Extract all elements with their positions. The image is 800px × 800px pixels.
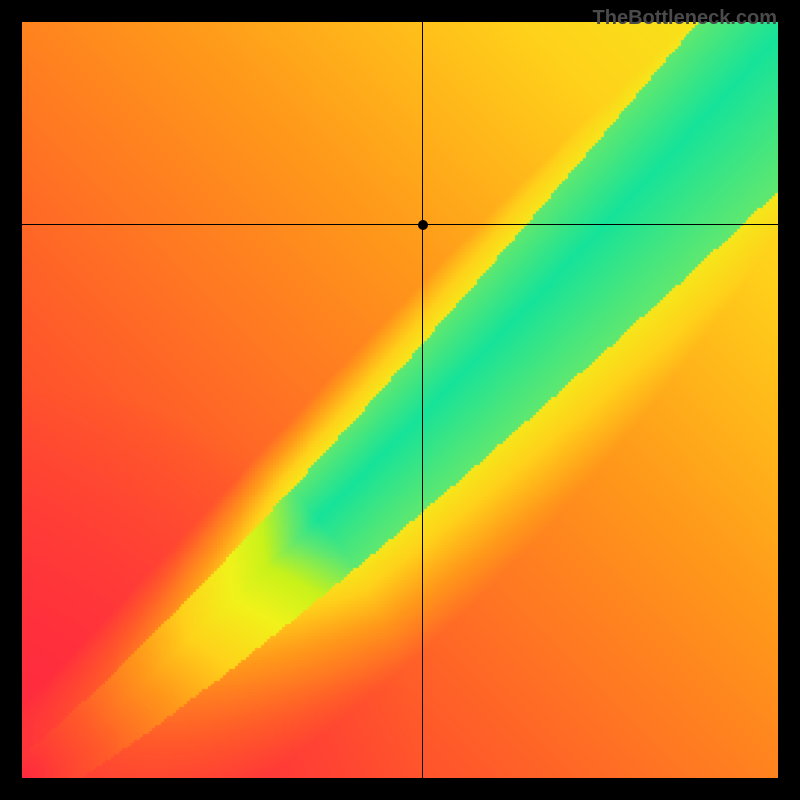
watermark-text: TheBottleneck.com [593,7,777,30]
crosshair-vertical [422,22,423,778]
selection-marker [418,220,428,230]
bottleneck-heatmap [22,22,778,778]
chart-container: { "watermark_text": "TheBottleneck.com",… [0,0,800,800]
crosshair-horizontal [22,224,778,225]
